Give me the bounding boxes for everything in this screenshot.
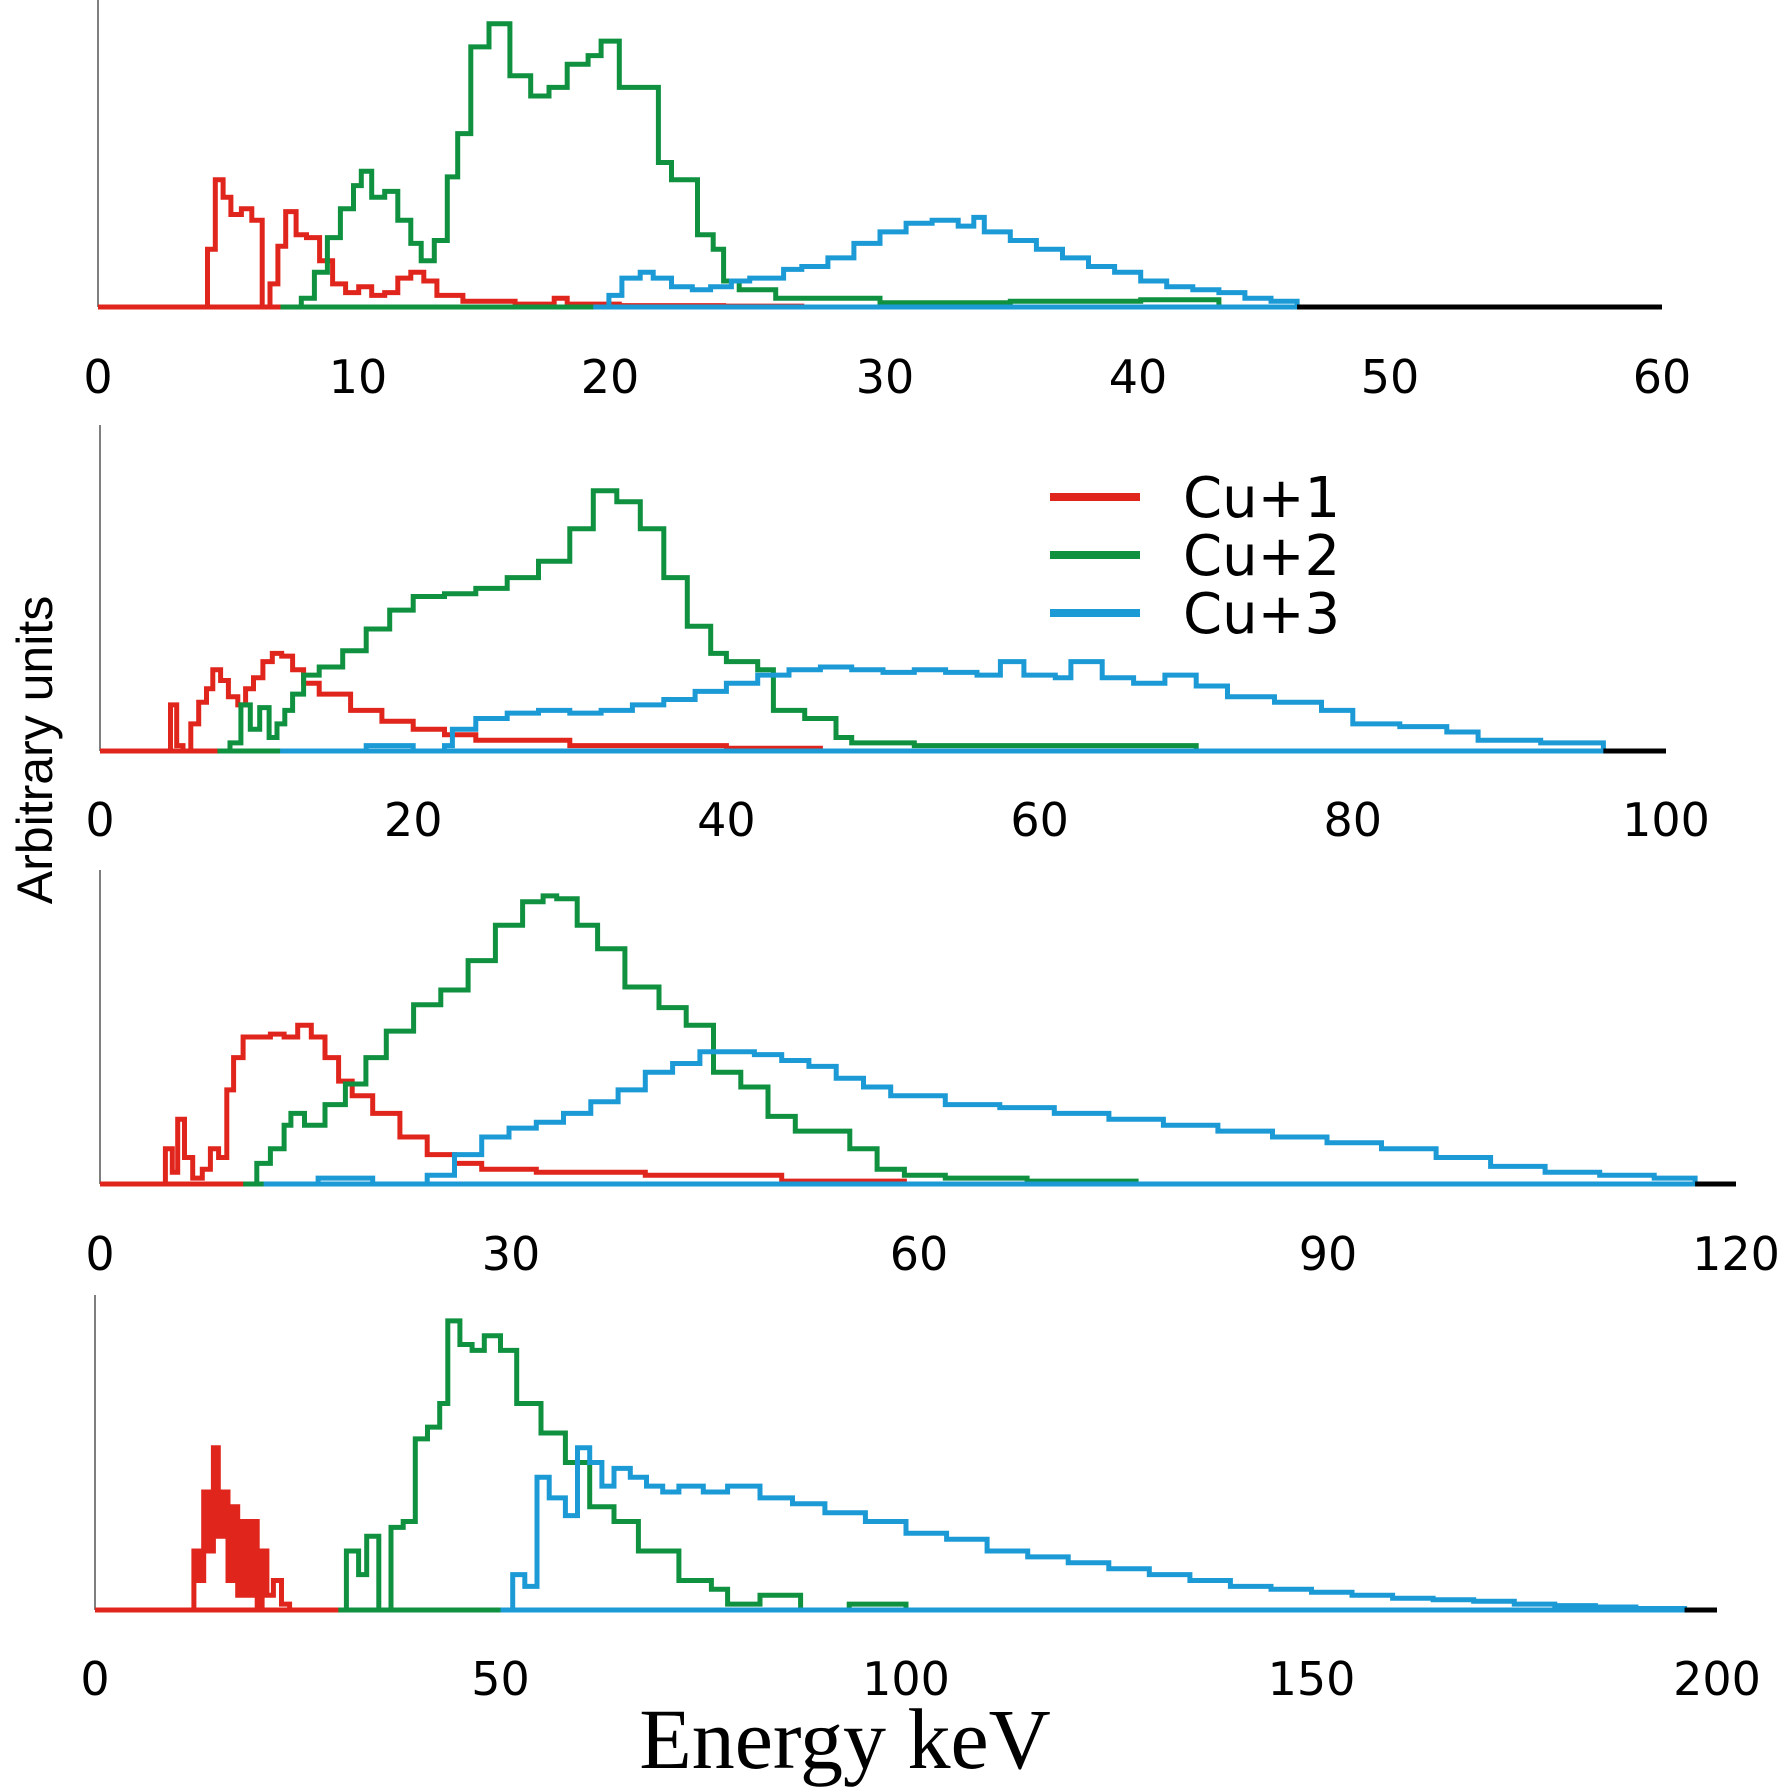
x-tick-label: 100 — [1622, 793, 1710, 847]
series-cu-plus-2-line — [280, 21, 1222, 310]
x-tick-label: 80 — [1324, 793, 1383, 847]
panel-2: 0 20 40 60 80 100 — [85, 425, 1710, 847]
x-tick-label: 30 — [482, 1227, 541, 1281]
y-axis-label: Arbitrary units — [7, 596, 63, 904]
series-cu-plus-1-line — [100, 1022, 907, 1187]
x-tick-label: 120 — [1692, 1227, 1780, 1281]
x-axis-label: Energy keV — [639, 1691, 1051, 1787]
series-cu-plus-3-line — [500, 1445, 1688, 1613]
x-tick-label: 0 — [83, 350, 112, 404]
legend-label: Cu+1 — [1183, 466, 1340, 531]
panel-3: 0 30 60 90 120 — [85, 870, 1780, 1281]
x-tick-label: 200 — [1673, 1652, 1761, 1706]
series-cu-plus-2-line — [243, 893, 1139, 1187]
x-tick-label: 50 — [471, 1652, 530, 1706]
x-tick-label: 20 — [581, 350, 640, 404]
series-cu-plus-2-line — [338, 1318, 909, 1613]
series-cu-plus-3-line — [280, 659, 1606, 754]
series-cu-plus-3-line — [593, 214, 1300, 310]
legend-label: Cu+3 — [1183, 582, 1340, 647]
series-cu-plus-3-line — [263, 1049, 1698, 1187]
x-tick-label: 40 — [1109, 350, 1168, 404]
x-tick-label: 90 — [1299, 1227, 1358, 1281]
x-tick-label: 10 — [329, 350, 388, 404]
series-cu-plus-1-line — [100, 650, 823, 754]
legend: Cu+1Cu+2Cu+3 — [1050, 466, 1340, 647]
series-cu-plus-1-line — [95, 1445, 501, 1613]
legend-label: Cu+2 — [1183, 524, 1340, 589]
x-tick-label: 0 — [85, 1227, 114, 1281]
x-tick-label: 40 — [697, 793, 756, 847]
x-tick-label: 0 — [85, 793, 114, 847]
series-cu-plus-2-line — [217, 488, 1199, 754]
x-tick-label: 30 — [856, 350, 915, 404]
x-tick-label: 150 — [1268, 1652, 1356, 1706]
x-tick-label: 20 — [384, 793, 443, 847]
x-tick-label: 60 — [890, 1227, 949, 1281]
x-tick-label: 0 — [80, 1652, 109, 1706]
x-tick-label: 60 — [1010, 793, 1069, 847]
panel-4: 0 50 100 150 200 — [80, 1295, 1761, 1706]
x-tick-label: 50 — [1361, 350, 1420, 404]
x-tick-label: 60 — [1633, 350, 1692, 404]
series-cu-plus-1-line — [98, 177, 805, 310]
x-tick-label: 100 — [862, 1652, 950, 1706]
panel-1: 0 10 20 30 40 50 60 — [83, 0, 1691, 404]
panels: 0 10 20 30 40 50 60 0 20 40 60 80 100 0 30 60 90 120 0 50 10… — [80, 0, 1780, 1706]
